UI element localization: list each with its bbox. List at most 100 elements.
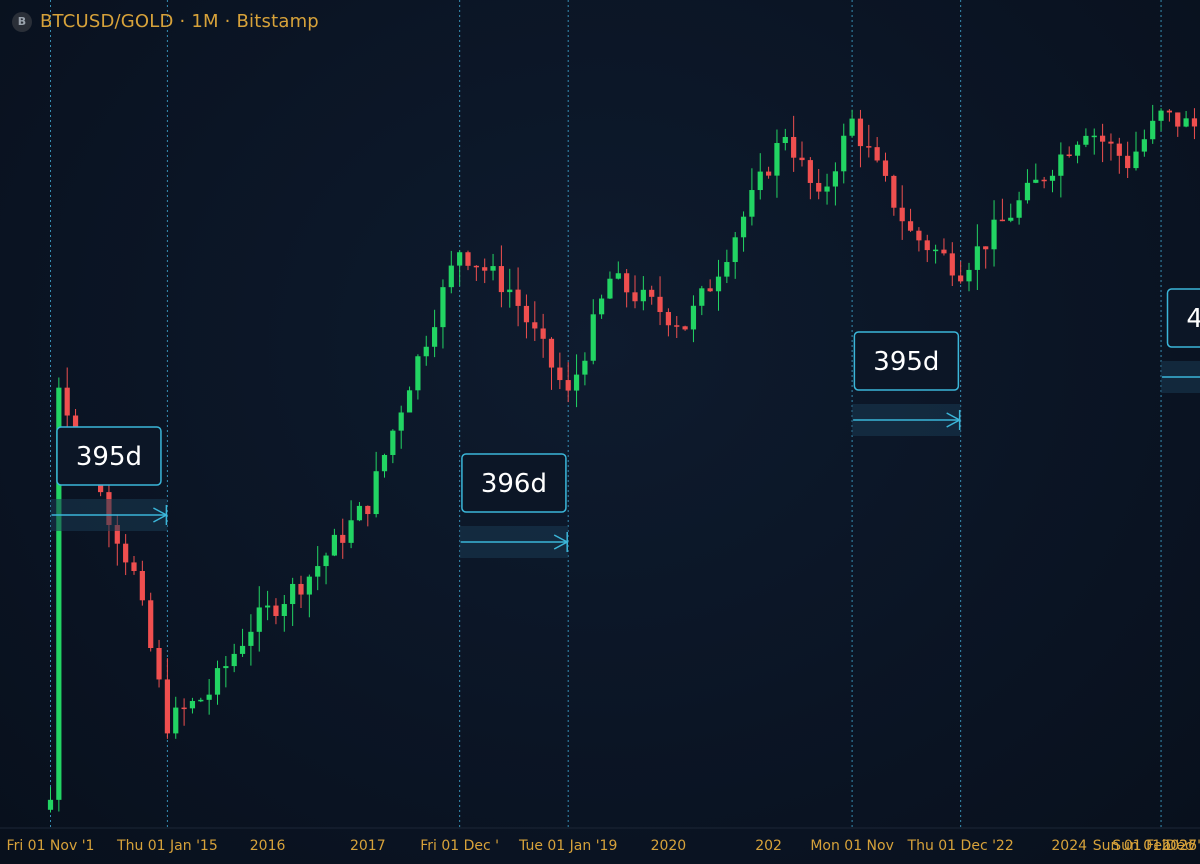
candle: [1175, 112, 1181, 137]
candle-body: [265, 605, 271, 608]
x-tick-label: 202: [755, 838, 782, 854]
candle: [983, 246, 989, 269]
candle-body: [1033, 179, 1039, 183]
candle-body: [331, 534, 337, 556]
candle: [214, 660, 221, 705]
candle-body: [1100, 135, 1106, 142]
candle: [966, 262, 972, 292]
candle: [991, 200, 997, 267]
candle: [290, 577, 296, 626]
candle: [523, 294, 530, 339]
candle: [239, 628, 246, 657]
candle: [674, 316, 680, 339]
candle-body: [983, 246, 989, 250]
candle: [958, 261, 964, 284]
cycle-label-box: [1166, 288, 1200, 348]
candle: [340, 518, 346, 559]
candle-body: [256, 607, 262, 632]
candle: [198, 697, 204, 703]
candle: [256, 586, 262, 652]
candle: [465, 250, 471, 271]
candle: [657, 276, 663, 326]
candle: [590, 299, 596, 365]
candle-body: [657, 296, 663, 313]
candle-body: [924, 240, 930, 251]
candles: [47, 104, 1198, 813]
candle-body: [824, 186, 830, 192]
candle-body: [198, 699, 204, 702]
cycle-label-3[interactable]: 427d: [1161, 288, 1200, 393]
candle: [1108, 133, 1114, 161]
candle-body: [490, 266, 496, 271]
candle: [448, 250, 454, 294]
candle-body: [774, 143, 780, 176]
candle-body: [1024, 182, 1031, 201]
candle-body: [866, 146, 872, 148]
candle-body: [941, 249, 947, 254]
candle: [415, 354, 421, 400]
candle: [665, 308, 671, 337]
cycle-label-box: [461, 453, 567, 513]
candle: [298, 575, 304, 608]
candle: [1133, 131, 1139, 171]
candle-body: [966, 269, 972, 282]
candle-body: [766, 171, 772, 176]
candle: [123, 534, 129, 576]
candle: [1066, 146, 1072, 158]
candle-body: [273, 605, 279, 616]
cycle-label-box: [56, 426, 162, 486]
x-tick-label: 2016: [250, 838, 286, 854]
candle: [490, 253, 496, 281]
candle-body: [857, 118, 864, 147]
candle: [766, 166, 772, 179]
candle: [181, 698, 187, 726]
candle-body: [239, 645, 246, 654]
candle: [1049, 169, 1056, 193]
candle: [440, 279, 446, 349]
candle-body: [874, 147, 880, 161]
candle-body: [624, 273, 630, 293]
candle: [690, 295, 697, 343]
candle: [557, 352, 563, 390]
candle: [715, 259, 722, 311]
candle-body: [1058, 154, 1064, 176]
candle-body: [148, 600, 154, 648]
candle: [807, 157, 813, 200]
cycle-label-2[interactable]: 395d: [852, 331, 962, 436]
candle-body: [306, 576, 312, 595]
candle: [306, 574, 312, 618]
symbol-title[interactable]: BTCUSD/GOLD · 1M · Bitstamp: [40, 11, 319, 32]
candle: [273, 598, 279, 625]
candle: [381, 453, 388, 478]
candle-body: [732, 237, 738, 263]
candle-body: [523, 305, 530, 323]
candle-body: [599, 298, 605, 315]
candle: [816, 168, 822, 200]
cycle-label-0[interactable]: 395d: [50, 426, 168, 531]
candle-body: [473, 265, 479, 268]
candle: [248, 614, 254, 666]
x-tick-label: 2024: [1051, 838, 1087, 854]
cycle-label-1[interactable]: 396d: [459, 453, 569, 558]
candle-body: [1074, 144, 1081, 156]
candle: [1183, 111, 1189, 128]
candle-body: [206, 694, 212, 700]
candle: [1024, 169, 1031, 204]
candle-body: [181, 707, 187, 710]
candle-body: [156, 647, 162, 680]
candle: [857, 109, 864, 168]
x-tick-label: Sun 01 Dec '2: [1112, 838, 1200, 854]
candle: [941, 238, 947, 256]
x-tick-label: 2027: [1161, 838, 1197, 854]
candle-body: [465, 252, 471, 266]
candle-body: [1066, 154, 1072, 157]
candle-body: [582, 360, 588, 375]
candle-body: [139, 570, 145, 601]
candle: [682, 325, 688, 331]
candle-body: [682, 326, 688, 330]
candle-body: [356, 505, 363, 521]
candle-body: [958, 275, 964, 282]
candle: [390, 429, 396, 464]
